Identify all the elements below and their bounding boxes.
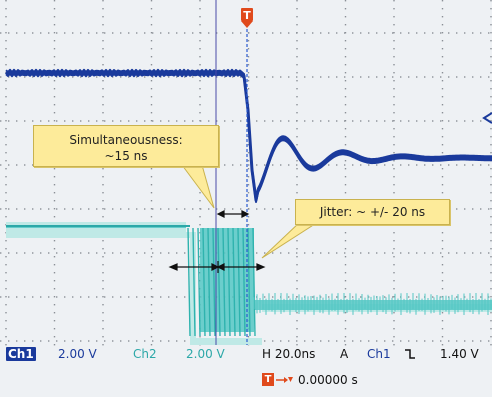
simultaneousness-arrow	[216, 210, 250, 218]
ch1-tag[interactable]: Ch1	[6, 347, 36, 361]
jitter-arrow	[168, 261, 266, 273]
trigger-marker[interactable]: T	[241, 8, 253, 28]
jitter-callout: Jitter: ~ +/- 20 ns	[295, 199, 450, 225]
simultaneousness-title: Simultaneousness:	[69, 133, 183, 147]
ch2-scale: 2.00 V	[186, 347, 225, 361]
trigger-level: 1.40 V	[440, 347, 479, 361]
ch1-scale: 2.00 V	[58, 347, 97, 361]
falling-edge-icon	[405, 349, 415, 359]
trigger-position-icon: T	[262, 373, 274, 386]
simultaneousness-value: ~15 ns	[104, 149, 148, 163]
ch1-waveform	[4, 68, 492, 203]
svg-text:T: T	[243, 9, 251, 22]
arrow-right-icon	[276, 377, 293, 383]
horizontal-scale: H 20.0ns	[262, 347, 316, 361]
trigger-offset: 0.00000 s	[298, 373, 358, 387]
jitter-text: Jitter: ~ +/- 20 ns	[319, 205, 426, 219]
ch1-right-marker	[482, 112, 492, 124]
trigger-source[interactable]: Ch1	[367, 347, 391, 361]
ch2-tag[interactable]: Ch2	[133, 347, 157, 361]
simultaneousness-callout: Simultaneousness: ~15 ns	[33, 125, 219, 167]
ch2-waveform	[6, 222, 492, 345]
acquisition-mode: A	[340, 347, 349, 361]
status-bar: Ch1 2.00 V Ch2 2.00 V H 20.0ns A Ch1 1.4…	[0, 346, 492, 397]
